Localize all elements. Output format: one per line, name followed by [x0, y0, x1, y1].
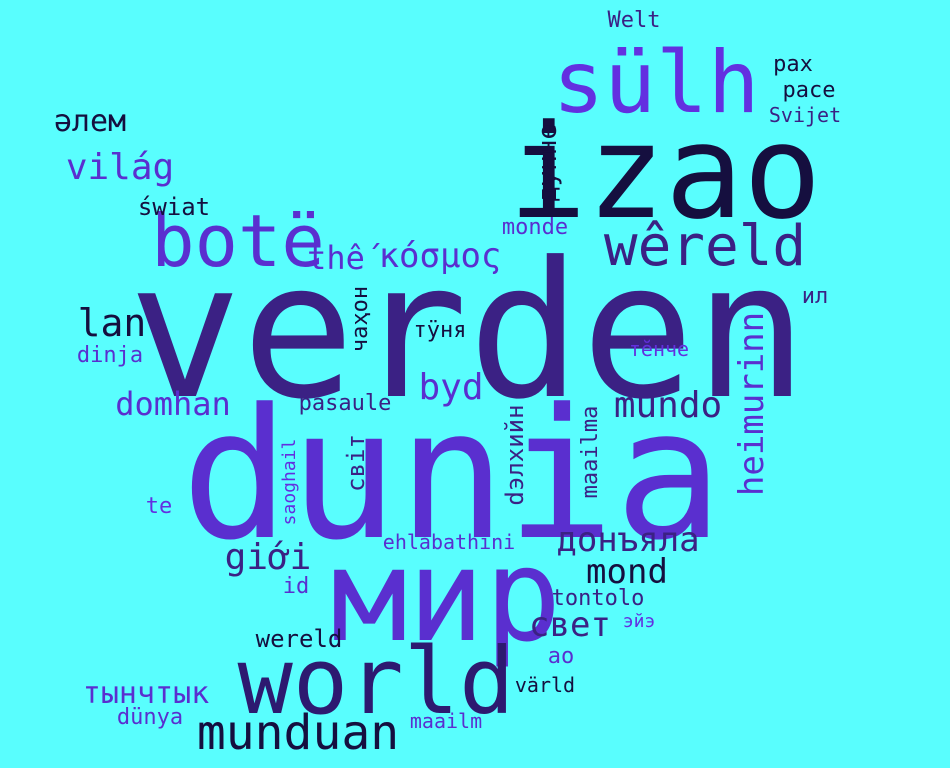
word-maailm: maailm [409, 709, 483, 733]
word-sulh: sülh [552, 33, 760, 133]
word-pace: pace [782, 78, 836, 103]
word-tontolo: tontolo [551, 586, 645, 611]
word-monde: monde [501, 215, 569, 240]
word-id: id [282, 574, 310, 599]
word-the: thế [307, 239, 365, 277]
word-byd: byd [418, 367, 484, 408]
word-dunya: dünya [116, 705, 184, 730]
word-ehlabathini: ehlabathini [382, 530, 516, 554]
word-kosmos: κόσμος [378, 236, 502, 276]
word-lan: lan [77, 301, 147, 345]
word-maailma: maailma [578, 405, 603, 499]
word-swiat: świat [137, 193, 211, 221]
word-ao: ao [547, 644, 575, 669]
word-svet: свет [529, 605, 611, 645]
word-donyala: донъяла [556, 520, 700, 560]
word-il: ил [801, 284, 829, 309]
word-welt: Welt [607, 8, 661, 33]
word-vilag: világ [65, 147, 175, 188]
word-gioi: giới [224, 537, 312, 578]
word-tenche: тӗнче [628, 337, 690, 361]
word-alem: əлем [53, 104, 127, 139]
word-bote: botë [151, 199, 325, 283]
word-saoghail: saoghail [279, 438, 300, 526]
word-mundo: mundo [613, 385, 723, 426]
word-munduan: munduan [196, 705, 400, 761]
word-te: te [145, 494, 173, 519]
word-varld: värld [514, 673, 576, 697]
word-delkhiin: dэлхийн [501, 404, 529, 506]
word-heimurinn: heimurinn [732, 311, 772, 497]
word-pax: pax [773, 52, 813, 77]
word-tynchtyk: тынчтык [82, 676, 210, 711]
word-pasaule: pasaule [298, 391, 392, 416]
word-domhan: domhan [115, 385, 231, 423]
word-mir: мир [330, 522, 562, 671]
word-eie: эйэ [622, 611, 656, 632]
word-verden: verden [128, 222, 808, 441]
word-mond: mond [586, 552, 668, 592]
word-dinja: dinja [76, 343, 144, 368]
word-tunya: тӱня [413, 318, 467, 343]
word-svijet: Svijet [768, 103, 842, 127]
word-dunia: dunia [181, 371, 723, 580]
word-dunne: дунне [533, 123, 563, 203]
word-wereld-af: wêreld [603, 214, 807, 279]
word-izao: izao [508, 96, 822, 248]
word-wereld-nl: wereld [255, 625, 343, 653]
word-jahon: чаҳон [348, 285, 373, 353]
word-svit: світ [342, 434, 370, 492]
word-world: world [237, 628, 515, 735]
